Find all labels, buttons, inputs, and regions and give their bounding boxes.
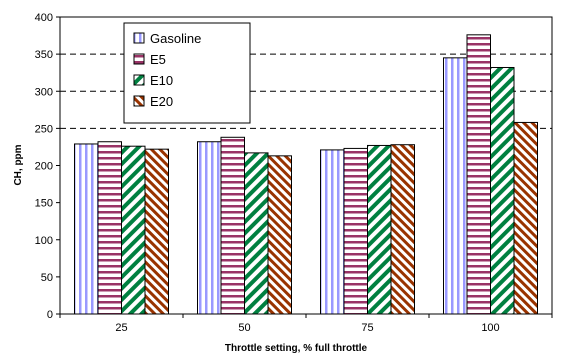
y-tick-label: 300 <box>35 86 53 98</box>
bar-e20-25 <box>144 148 169 315</box>
legend-swatch-e5 <box>133 53 145 65</box>
bar-e10-75 <box>367 144 392 315</box>
bar-e10-50 <box>244 152 269 315</box>
bar-e5-25 <box>97 141 122 315</box>
bar-gasoline-100 <box>443 57 468 315</box>
legend-swatch-e10 <box>133 74 145 86</box>
y-tick-label: 0 <box>47 309 53 321</box>
bar-gasoline-50 <box>197 141 222 315</box>
x-axis-title: Throttle setting, % full throttle <box>225 343 368 354</box>
y-axis-title: CH, ppm <box>13 144 24 185</box>
legend: Gasoline E5 E10 E20 <box>123 22 251 124</box>
x-axis-ticks: 25 50 75 100 <box>115 322 499 334</box>
x-tick-label: 100 <box>481 322 499 334</box>
y-tick-label: 50 <box>41 272 53 284</box>
legend-label-e10: E10 <box>150 73 173 88</box>
y-tick-label: 200 <box>35 161 53 173</box>
bar-gasoline-25 <box>74 143 99 315</box>
y-tick-label: 350 <box>35 49 53 61</box>
bar-e20-50 <box>267 155 292 315</box>
y-axis-ticks: 0 50 100 150 200 250 300 350 400 <box>35 12 53 321</box>
axes <box>56 16 553 318</box>
bars <box>74 34 538 315</box>
bar-e5-75 <box>343 147 368 315</box>
x-tick-label: 75 <box>361 322 373 334</box>
x-tick-label: 50 <box>238 322 250 334</box>
y-tick-label: 250 <box>35 123 53 135</box>
bar-e20-100 <box>513 121 538 315</box>
x-tick-label: 25 <box>115 322 127 334</box>
legend-label-e5: E5 <box>150 52 166 67</box>
bar-e5-50 <box>220 136 245 315</box>
legend-label-e20: E20 <box>150 94 173 109</box>
legend-swatch-e20 <box>133 95 145 107</box>
y-tick-label: 400 <box>35 12 53 24</box>
legend-box <box>123 22 251 124</box>
bar-e5-100 <box>466 34 491 315</box>
legend-swatch-gasoline <box>133 32 145 44</box>
bar-e10-25 <box>121 145 146 315</box>
bar-gasoline-75 <box>320 149 345 315</box>
bar-e10-100 <box>490 66 515 315</box>
y-tick-label: 100 <box>35 235 53 247</box>
bar-e20-75 <box>390 144 415 315</box>
legend-label-gasoline: Gasoline <box>150 31 201 46</box>
y-tick-label: 150 <box>35 198 53 210</box>
